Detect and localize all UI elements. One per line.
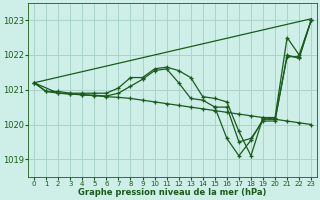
- X-axis label: Graphe pression niveau de la mer (hPa): Graphe pression niveau de la mer (hPa): [78, 188, 267, 197]
